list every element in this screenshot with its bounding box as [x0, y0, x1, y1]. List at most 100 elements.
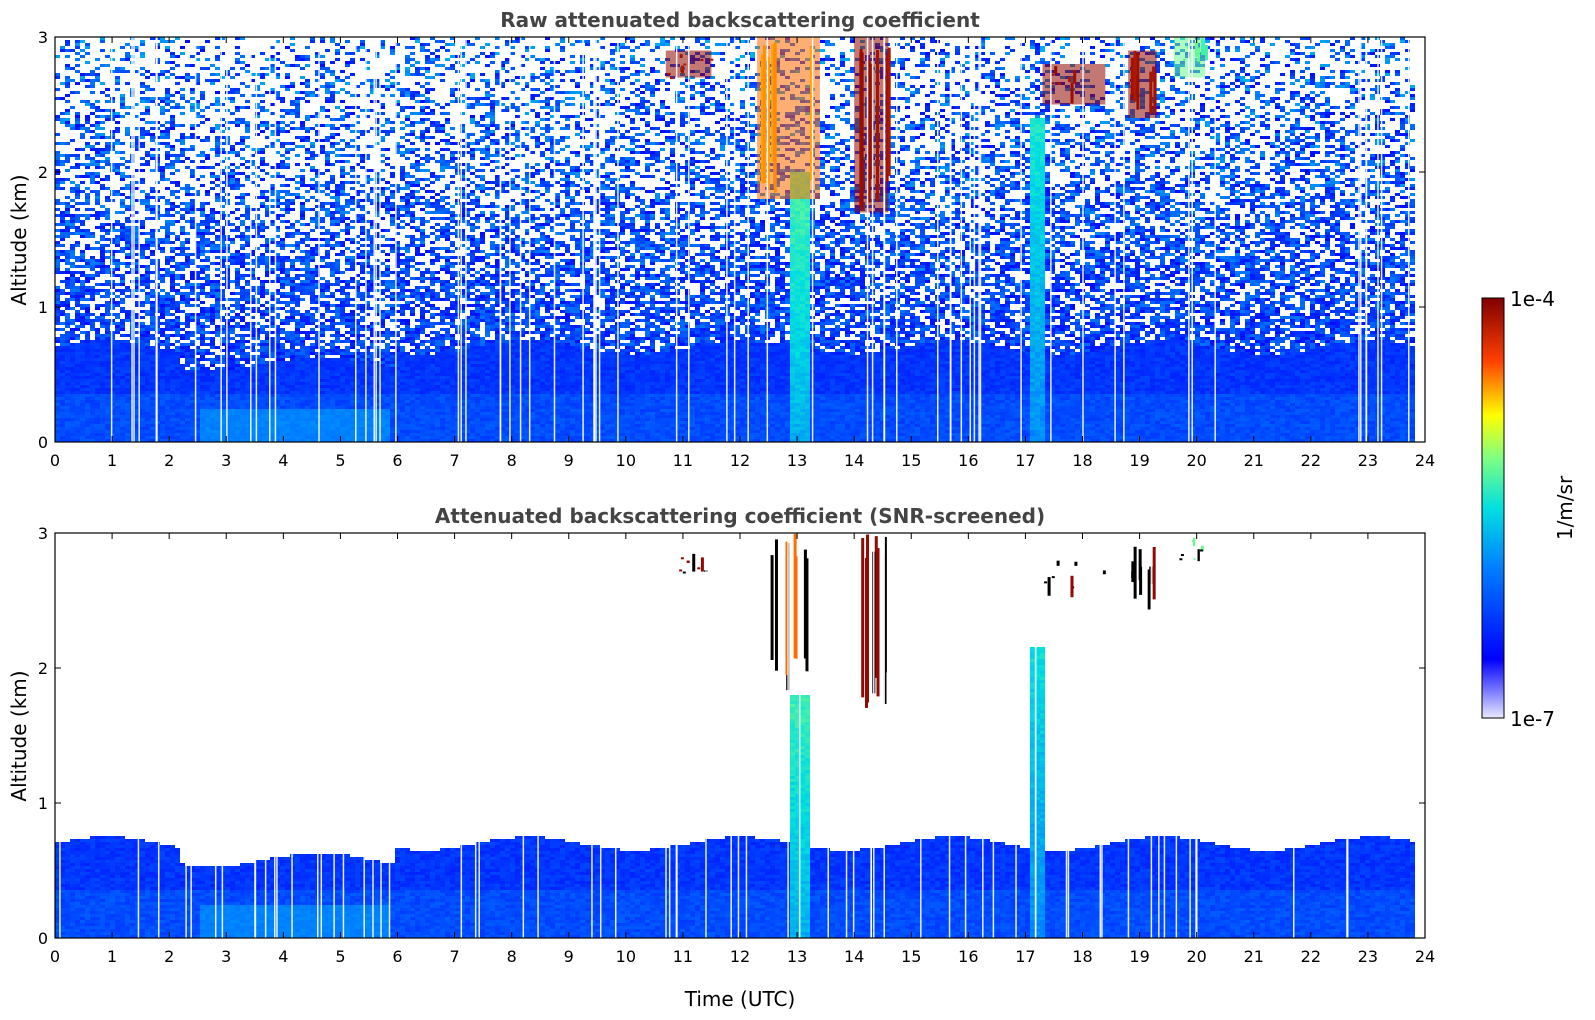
raw-data-gap	[1082, 37, 1084, 442]
screened-data-gap	[730, 533, 732, 938]
raw-data-gap	[598, 37, 601, 442]
raw-x-tick-label: 8	[507, 451, 517, 470]
screened-x-tick-label: 23	[1358, 947, 1378, 966]
screened-cloud-streak	[876, 548, 880, 697]
raw-cloud-streak	[773, 48, 777, 185]
raw-data-gap	[1214, 37, 1216, 442]
screened-cloud-streak	[1102, 570, 1106, 575]
screened-x-tick-label: 2	[164, 947, 174, 966]
raw-x-tick-label: 2	[164, 451, 174, 470]
raw-data-gap	[675, 37, 678, 442]
raw-x-tick-label: 17	[1015, 451, 1035, 470]
screened-heatmap-raster	[55, 533, 1425, 938]
screened-cloud-streak	[1147, 569, 1151, 610]
screened-data-gap	[1067, 533, 1070, 938]
raw-cloud-streak	[1070, 82, 1074, 104]
raw-cloud-streak	[1133, 50, 1137, 102]
screened-data-gap	[964, 533, 967, 938]
screened-data-gap	[274, 533, 276, 938]
raw-data-gap	[811, 37, 814, 442]
screened-data-gap	[873, 533, 875, 938]
screened-cloud-streak	[700, 557, 704, 572]
screened-cloud-streak	[1051, 576, 1055, 579]
screened-x-tick-label: 3	[221, 947, 231, 966]
raw-data-gap	[866, 37, 869, 442]
screened-data-gap	[157, 533, 160, 938]
screened-data-gap	[474, 533, 477, 938]
screened-y-tick-label: 3	[38, 524, 48, 543]
raw-data-gap	[274, 37, 277, 442]
raw-data-gap	[1365, 37, 1367, 442]
screened-data-gap	[852, 533, 855, 938]
raw-x-tick-label: 0	[50, 451, 60, 470]
raw-cloud-streak	[1182, 58, 1186, 61]
raw-x-tick-label: 13	[787, 451, 807, 470]
screened-data-gap	[137, 533, 140, 938]
raw-data-gap	[465, 37, 467, 442]
raw-data-gap	[220, 37, 222, 442]
colorbar-unit-label: 1/m/sr	[1553, 475, 1577, 540]
raw-cloud-streak	[1152, 66, 1156, 82]
screened-x-tick-label: 21	[1244, 947, 1264, 966]
raw-data-gap	[978, 37, 980, 442]
screened-data-gap	[214, 533, 217, 938]
screened-data-gap	[883, 533, 885, 938]
screened-y-tick-label: 2	[38, 659, 48, 678]
raw-data-gap	[133, 37, 135, 442]
raw-x-tick-label: 3	[221, 451, 231, 470]
x-axis-label: Time (UTC)	[684, 987, 796, 1011]
screened-x-tick-label: 12	[730, 947, 750, 966]
raw-data-gap	[519, 37, 522, 442]
screened-data-gap	[1163, 533, 1166, 938]
raw-cloud-streak	[809, 46, 813, 181]
screened-data-gap	[254, 533, 256, 938]
raw-data-gap	[979, 37, 982, 442]
screened-cloud-streak	[866, 534, 870, 703]
screened-data-gap	[827, 533, 829, 938]
screened-data-gap	[737, 533, 740, 938]
screened-cloud-streak	[680, 557, 684, 560]
screened-x-tick-label: 4	[278, 947, 288, 966]
screened-cloud-streak	[1138, 549, 1142, 581]
raw-data-gap	[960, 37, 963, 442]
raw-cloud-streak	[1051, 73, 1055, 76]
screened-data-gap	[537, 533, 539, 938]
raw-cloud-streak	[700, 58, 704, 61]
raw-backscatter-panel: Raw attenuated backscattering coefficien…	[7, 8, 1435, 470]
raw-data-gap	[156, 37, 158, 442]
raw-data-gap	[528, 37, 531, 442]
screened-cloud-streak	[794, 556, 798, 659]
screened-x-tick-label: 1	[107, 947, 117, 966]
raw-data-gap	[1020, 37, 1022, 442]
screened-data-gap	[291, 533, 293, 938]
screened-data-gap	[948, 533, 951, 938]
screened-cloud-streak	[692, 553, 696, 572]
screened-data-gap	[1015, 533, 1017, 938]
raw-cloud-streak	[771, 44, 775, 163]
raw-cloud-streak	[1153, 72, 1157, 114]
screened-data-gap	[1415, 533, 1417, 938]
raw-data-gap	[733, 37, 736, 442]
screened-x-tick-label: 0	[50, 947, 60, 966]
raw-data-gap	[766, 37, 769, 442]
screened-data-gap	[221, 533, 224, 938]
screened-cloud-streak	[682, 571, 686, 574]
screened-cloud-streak	[1070, 575, 1074, 598]
raw-heatmap-field	[55, 37, 1425, 442]
raw-data-gap	[375, 37, 377, 442]
raw-x-tick-label: 5	[335, 451, 345, 470]
raw-x-tick-label: 20	[1186, 451, 1206, 470]
raw-cloud-streak	[1067, 77, 1071, 83]
raw-data-gap	[457, 37, 460, 442]
raw-data-gap	[395, 37, 397, 442]
raw-data-gap	[110, 37, 113, 442]
screened-x-tick-label: 20	[1186, 947, 1206, 966]
screened-cloud-streak	[774, 539, 778, 671]
screened-x-tick-label: 22	[1301, 947, 1321, 966]
raw-y-tick-label: 0	[38, 433, 48, 452]
raw-cloud-streak	[860, 52, 864, 211]
raw-y-tick-label: 1	[38, 298, 48, 317]
screened-x-tick-label: 8	[507, 947, 517, 966]
screened-cloud-streak	[1193, 558, 1197, 561]
